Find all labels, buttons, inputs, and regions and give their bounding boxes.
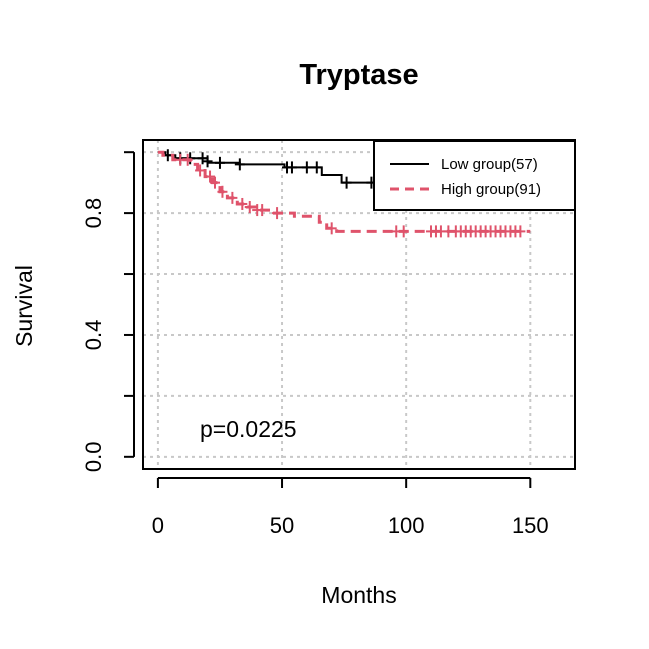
- x-tick-label: 100: [388, 513, 425, 538]
- y-axis-label: Survival: [11, 265, 37, 347]
- plot-frame: [142, 139, 576, 470]
- legend: Low group(57) High group(91): [373, 140, 576, 211]
- axes: 0 50 100 150 0.0 0.4 0.8: [81, 151, 549, 538]
- x-tick-label: 50: [270, 513, 294, 538]
- legend-label-high: High group(91): [441, 181, 541, 198]
- x-axis-label: Months: [321, 582, 396, 608]
- x-tick-label: 0: [152, 513, 164, 538]
- y-tick-label: 0.8: [81, 198, 106, 229]
- plot-series: [157, 149, 531, 238]
- p-value-annotation: p=0.0225: [200, 416, 297, 442]
- y-tick-label: 0.4: [81, 320, 106, 351]
- x-tick-label: 150: [512, 513, 549, 538]
- chart-title: Tryptase: [299, 59, 418, 91]
- legend-label-low: Low group(57): [441, 156, 538, 173]
- legend-box: [373, 140, 576, 211]
- y-tick-label: 0.0: [81, 442, 106, 473]
